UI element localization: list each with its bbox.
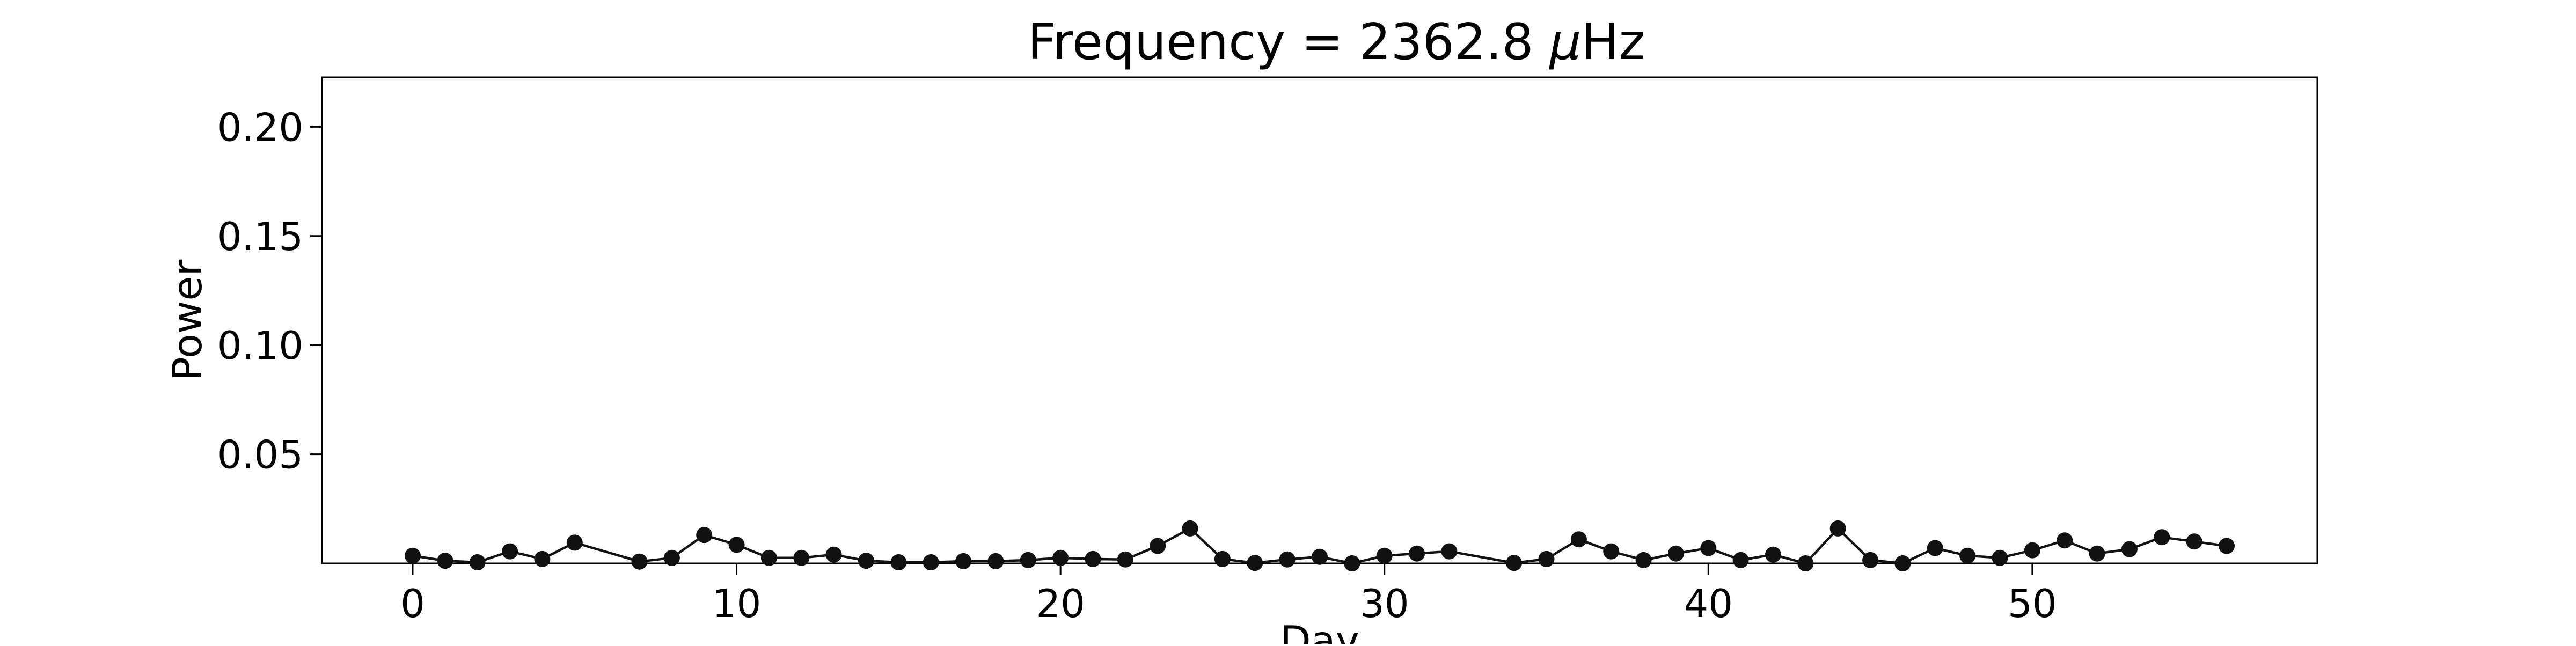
data-point-0-15 bbox=[923, 554, 939, 570]
data-point-0-39 bbox=[1732, 552, 1749, 568]
data-point-0-13 bbox=[858, 553, 874, 569]
data-point-0-48 bbox=[2024, 542, 2040, 559]
series-layer bbox=[405, 520, 2235, 571]
data-point-0-21 bbox=[1117, 551, 1133, 568]
data-point-0-5 bbox=[566, 534, 583, 551]
data-point-0-23 bbox=[1182, 520, 1198, 537]
data-point-0-42 bbox=[1829, 520, 1846, 537]
data-point-0-2 bbox=[469, 554, 486, 570]
y-axis-label: Power bbox=[164, 259, 211, 381]
data-point-0-1 bbox=[437, 553, 453, 569]
x-axis-ticks: 0 10 20 30 40 50 bbox=[400, 563, 2057, 626]
data-point-0-29 bbox=[1376, 547, 1393, 564]
data-point-0-24 bbox=[1214, 550, 1231, 567]
data-point-0-18 bbox=[1020, 552, 1036, 568]
data-point-0-49 bbox=[2057, 532, 2073, 549]
data-point-0-33 bbox=[1538, 550, 1555, 567]
chart-title: Frequency = 2362.8 μHz bbox=[1028, 13, 1645, 71]
data-point-0-26 bbox=[1279, 551, 1296, 568]
data-point-0-7 bbox=[663, 549, 680, 566]
data-point-0-0 bbox=[405, 547, 421, 564]
data-point-0-16 bbox=[955, 553, 972, 569]
data-point-0-34 bbox=[1570, 531, 1587, 548]
data-point-0-31 bbox=[1441, 543, 1458, 560]
chart-title-suffix: Hz bbox=[1581, 13, 1645, 71]
data-point-0-47 bbox=[1992, 549, 2008, 566]
data-point-0-17 bbox=[987, 553, 1004, 569]
y-tick-label-2: 0.15 bbox=[217, 214, 303, 259]
data-point-0-25 bbox=[1247, 555, 1263, 571]
data-point-0-12 bbox=[825, 546, 842, 563]
x-tick-label-2: 20 bbox=[1036, 581, 1085, 626]
x-tick-label-5: 50 bbox=[2008, 581, 2057, 626]
data-point-0-22 bbox=[1150, 538, 1166, 554]
data-point-0-54 bbox=[2219, 538, 2235, 554]
x-axis-label: Day bbox=[1280, 617, 1359, 644]
data-point-0-36 bbox=[1635, 552, 1652, 568]
data-point-0-32 bbox=[1506, 555, 1523, 571]
data-point-0-38 bbox=[1700, 540, 1717, 556]
data-point-0-35 bbox=[1603, 543, 1620, 560]
data-point-0-10 bbox=[760, 549, 777, 566]
x-tick-label-1: 10 bbox=[712, 581, 762, 626]
y-tick-label-0: 0.05 bbox=[217, 432, 303, 478]
data-point-0-14 bbox=[890, 554, 907, 570]
data-point-0-19 bbox=[1052, 549, 1069, 566]
data-point-0-52 bbox=[2154, 529, 2170, 546]
data-point-0-6 bbox=[631, 553, 648, 570]
data-point-0-51 bbox=[2121, 541, 2138, 557]
data-point-0-37 bbox=[1667, 545, 1684, 562]
data-point-0-30 bbox=[1409, 545, 1425, 562]
x-tick-label-3: 30 bbox=[1360, 581, 1409, 626]
data-point-0-4 bbox=[534, 550, 551, 567]
data-point-0-8 bbox=[696, 527, 713, 544]
data-point-0-41 bbox=[1797, 555, 1814, 571]
chart-title-prefix: Frequency = 2362.8 bbox=[1028, 13, 1549, 71]
y-axis-ticks: 0.05 0.10 0.15 0.20 bbox=[217, 105, 322, 478]
data-point-0-45 bbox=[1927, 540, 1943, 556]
data-point-0-44 bbox=[1894, 555, 1911, 571]
plot-area-frame bbox=[321, 76, 2318, 564]
data-point-0-9 bbox=[728, 537, 745, 553]
x-tick-label-4: 40 bbox=[1684, 581, 1733, 626]
data-point-0-40 bbox=[1765, 546, 1781, 563]
data-point-0-53 bbox=[2186, 533, 2202, 550]
data-point-0-27 bbox=[1312, 548, 1328, 565]
data-point-0-46 bbox=[1959, 547, 1976, 564]
data-point-0-50 bbox=[2089, 545, 2105, 562]
data-point-0-20 bbox=[1085, 550, 1101, 567]
x-tick-label-0: 0 bbox=[400, 581, 425, 626]
data-point-0-11 bbox=[793, 549, 810, 566]
y-tick-label-1: 0.10 bbox=[217, 323, 303, 368]
chart-title-mu-symbol: μ bbox=[1548, 13, 1581, 71]
y-tick-label-3: 0.20 bbox=[217, 105, 303, 150]
data-point-0-3 bbox=[502, 543, 518, 560]
data-point-0-28 bbox=[1344, 555, 1360, 571]
data-point-0-43 bbox=[1862, 552, 1879, 568]
